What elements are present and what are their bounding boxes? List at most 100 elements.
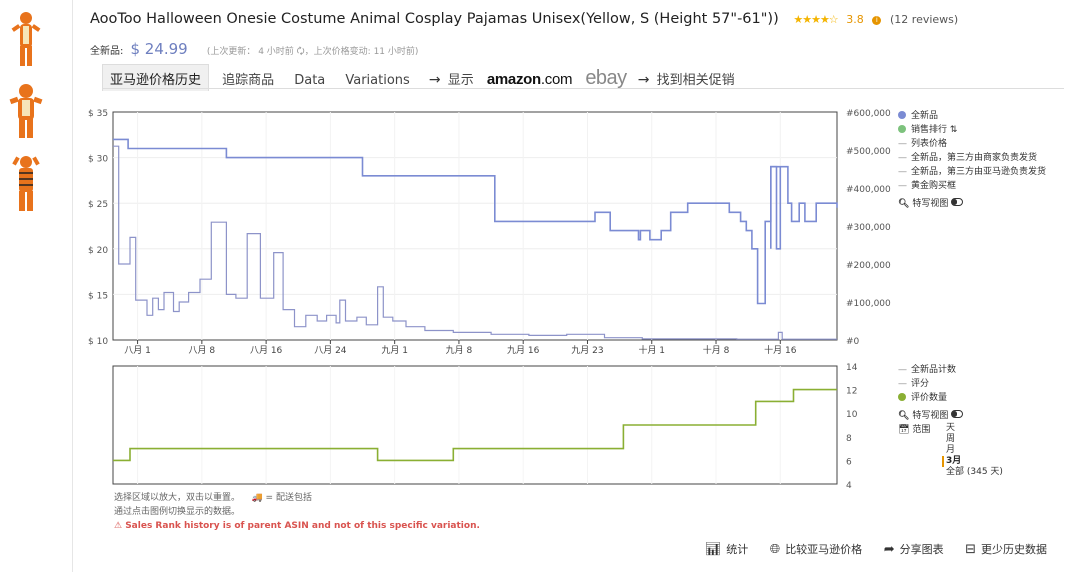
range-week[interactable]: 周	[946, 434, 956, 444]
star-rating-icon: ★★★★☆	[793, 13, 838, 26]
review-count-line	[113, 388, 837, 462]
legend-label: 列表价格	[911, 139, 948, 149]
y-tick-label: 6	[846, 457, 852, 467]
legend-item-3p-fba[interactable]: — 全新品，第三方由亚马逊负责发货	[898, 165, 1046, 179]
range-3month[interactable]: 3月	[942, 456, 1003, 467]
x-tick-label: 九月 8	[446, 345, 473, 356]
price-chart[interactable]: $ 35 $ 30 $ 25 $ 20 $ 15 $ 10 #600,000 #500,000…	[88, 109, 891, 356]
legend-item-review-count[interactable]: 评价数量	[898, 391, 1003, 405]
range-day[interactable]: 天	[946, 423, 956, 433]
legend-dot-icon	[898, 111, 906, 119]
price-chart-legend: 全新品 销售排行 ⇅ — 列表价格 — 全新品，第三方由商家负责发货 — 全新品，第三…	[898, 109, 1046, 211]
y-tick-label: 10	[846, 410, 858, 420]
closeup-label: 特写视图	[912, 411, 949, 421]
zoom-hint: 选择区域以放大，双击以重置。	[114, 493, 241, 503]
product-thumbnail-3[interactable]	[6, 153, 46, 215]
product-thumbnail-1[interactable]	[6, 10, 46, 72]
ebay-link[interactable]: ebay	[585, 67, 627, 89]
compare-label: 比较亚马逊价格	[785, 543, 863, 556]
rating-value: 3.8	[846, 13, 864, 26]
search-icon: 🔍︎	[898, 199, 910, 209]
y-tick-label: $ 25	[88, 200, 108, 210]
legend-dash-icon: —	[898, 181, 907, 191]
statistics-button[interactable]: 📊︎ 统计	[704, 542, 749, 557]
chart-notes: 选择区域以放大，双击以重置。 🚚 = 配送包括 通过点击图例切换显示的数据。 ⚠…	[114, 491, 480, 533]
range-all[interactable]: 全部 (345 天)	[946, 467, 1003, 477]
y2-tick-label: #600,000	[846, 109, 891, 119]
y2-tick-label: #100,000	[846, 299, 891, 309]
arrow-icon: →	[637, 72, 650, 88]
y2-tick-label: #0	[846, 337, 860, 347]
tab-track-product[interactable]: 追踪商品	[222, 73, 275, 88]
price-row: 全新品: $ 24.99 (上次更新： 4 小时前 🗘，上次价格变动: 11 小…	[90, 39, 418, 60]
tab-price-history[interactable]: 亚马逊价格历史	[102, 64, 210, 91]
closeup-toggle[interactable]: 🔍︎ 特写视图	[898, 409, 1003, 423]
y2-tick-label: #400,000	[846, 185, 891, 195]
toggle-icon[interactable]	[951, 198, 964, 206]
y-tick-label: $ 10	[88, 337, 108, 347]
tab-divider	[102, 88, 1064, 89]
legend-dash-icon: —	[898, 365, 907, 375]
x-tick-label: 十月 1	[638, 344, 665, 356]
y-tick-label: $ 35	[88, 109, 108, 119]
closeup-label: 特写视图	[912, 199, 949, 209]
y-tick-label: $ 15	[88, 291, 108, 301]
chart-actions: 📊︎ 统计 🌐︎ 比较亚马逊价格 ➦ 分享图表 ⊟ 更少历史数据	[687, 541, 1047, 557]
compare-prices-button[interactable]: 🌐︎ 比较亚马逊价格	[769, 542, 863, 557]
x-tick-label: 九月 16	[507, 345, 540, 356]
legend-label: 评价数量	[911, 393, 948, 403]
shipping-hint: 🚚 = 配送包括	[251, 493, 312, 503]
amazon-link[interactable]: amazon.com	[486, 71, 573, 88]
new-price-line	[113, 138, 838, 305]
review-count-chart[interactable]: 14 12 10 8 6 4	[112, 363, 858, 491]
sales-rank-line	[113, 145, 837, 340]
calendar-icon: 📅︎	[898, 425, 910, 435]
x-tick-label: 八月 8	[189, 345, 216, 356]
bar-chart-icon: 📊︎	[704, 542, 722, 557]
product-title[interactable]: AooToo Halloween Onesie Costume Animal C…	[90, 11, 779, 27]
range-selector: 📅︎ 范围	[898, 423, 1003, 437]
amazon-logo-text: amazon	[486, 71, 541, 88]
y-tick-label: $ 20	[88, 246, 108, 256]
legend-item-buybox[interactable]: — 黄金购买框	[898, 179, 1046, 193]
y2-tick-label: #500,000	[846, 147, 891, 157]
x-tick-label: 十月 8	[703, 344, 730, 356]
legend-label: 全新品，第三方由商家负责发货	[911, 153, 1038, 163]
legend-dash-icon: —	[898, 153, 907, 163]
share-chart-button[interactable]: ➦ 分享图表	[883, 542, 944, 557]
legend-label: 全新品计数	[911, 365, 957, 375]
legend-item-sales-rank[interactable]: 销售排行 ⇅	[898, 123, 1046, 137]
x-tick-label: 九月 1	[381, 345, 408, 356]
legend-label: 全新品，第三方由亚马逊负责发货	[911, 167, 1047, 177]
collapse-icon: ⊟	[965, 542, 976, 557]
legend-item-3p-merchant[interactable]: — 全新品，第三方由商家负责发货	[898, 151, 1046, 165]
legend-item-new[interactable]: 全新品	[898, 109, 1046, 123]
tab-variations[interactable]: Variations	[345, 73, 410, 88]
info-icon[interactable]: i	[872, 16, 882, 25]
thumbnail-column	[0, 0, 73, 572]
legend-item-rating[interactable]: — 评分	[898, 377, 1003, 391]
tab-data[interactable]: Data	[294, 73, 326, 88]
review-count[interactable]: (12 reviews)	[890, 13, 959, 26]
y-tick-label: 14	[846, 363, 858, 373]
legend-dot-icon	[898, 125, 906, 133]
range-label: 范围	[912, 425, 931, 435]
amazon-logo-suffix: .com	[540, 71, 573, 88]
tab-bar: 亚马逊价格历史 追踪商品 Data Variations → 显示 amazon…	[102, 64, 743, 91]
less-history-button[interactable]: ⊟ 更少历史数据	[965, 542, 1047, 557]
x-tick-label: 十月 16	[764, 344, 797, 356]
y-tick-label: 8	[846, 434, 852, 444]
toggle-icon[interactable]	[951, 410, 964, 418]
legend-dash-icon: —	[898, 379, 907, 389]
closeup-toggle[interactable]: 🔍︎ 特写视图	[898, 197, 1046, 211]
x-tick-label: 八月 16	[250, 345, 283, 356]
current-price: $ 24.99	[130, 40, 188, 58]
share-icon: ➦	[883, 542, 895, 557]
legend-item-offer-count[interactable]: — 全新品计数	[898, 363, 1003, 377]
legend-item-list-price[interactable]: — 列表价格	[898, 137, 1046, 151]
deals-link[interactable]: 找到相关促销	[656, 73, 735, 88]
range-month[interactable]: 月	[946, 445, 956, 455]
globe-icon: 🌐︎	[769, 542, 781, 557]
product-thumbnail-2[interactable]	[6, 82, 46, 144]
